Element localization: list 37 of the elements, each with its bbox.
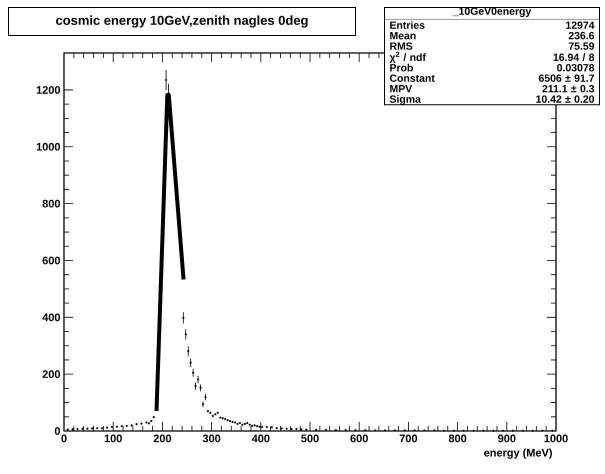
x-tick-label: 500 xyxy=(301,434,319,442)
x-tick-label: 100 xyxy=(104,434,122,442)
y-tick-label: 200 xyxy=(42,370,60,378)
text: 236.6 xyxy=(568,32,594,40)
chart-title: cosmic energy 10GeV,zenith nagles 0deg xyxy=(56,15,308,28)
y-tick-label: 1200 xyxy=(36,86,60,94)
x-tick-label: 700 xyxy=(400,434,418,442)
annotation: 16.94 / 8 xyxy=(554,53,594,62)
annotation: Constant xyxy=(390,74,435,82)
annotation: 6506 ± 91.7 xyxy=(538,74,594,82)
annotation: Prob xyxy=(390,64,413,72)
x-tick-label: 200 xyxy=(154,434,172,442)
text: RMS xyxy=(390,42,412,50)
text: 0.03078 xyxy=(557,64,594,72)
x-tick-label: 400 xyxy=(252,434,270,442)
text: Entries xyxy=(390,21,425,29)
y-tick-label: 800 xyxy=(42,200,60,208)
x-tick-label: 900 xyxy=(498,434,516,442)
x-tick-label: 0 xyxy=(61,434,67,442)
text: _10GeV0energy xyxy=(452,8,532,18)
text: Mean xyxy=(390,32,416,40)
y-tick-label: 1000 xyxy=(36,142,60,151)
annotation: 10.42 ± 0.20 xyxy=(536,95,594,103)
annotation: 211.1 ± 0.3 xyxy=(542,84,594,92)
x-tick-label: 800 xyxy=(448,434,466,442)
y-tick-label: 400 xyxy=(42,313,60,322)
annotation: χ$^{2}$ / ndf xyxy=(390,52,426,64)
annotation: MPV xyxy=(390,85,412,92)
annotation: Sigma xyxy=(390,95,421,105)
y-tick-label: 0 xyxy=(54,427,60,435)
text: 12974 xyxy=(566,21,594,29)
x-tick-label: 1000 xyxy=(544,434,568,442)
text: 75.59 xyxy=(568,42,594,50)
x-axis-title: energy (MeV) xyxy=(484,448,552,459)
x-tick-label: 600 xyxy=(350,434,368,442)
x-tick-label: 300 xyxy=(202,434,220,442)
y-tick-label: 600 xyxy=(42,256,60,264)
